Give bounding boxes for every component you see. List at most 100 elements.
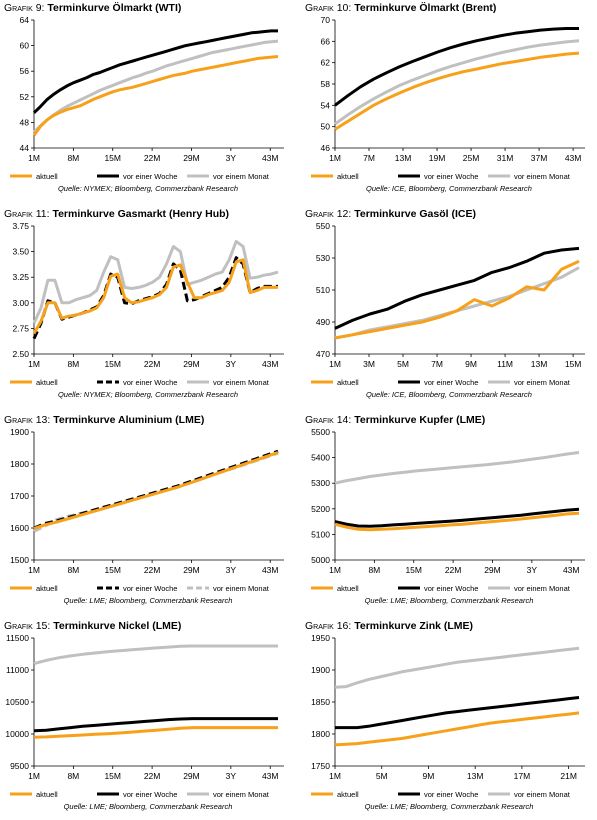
x-tick-label: 1M	[28, 565, 40, 575]
line-chart: 44 48 52 56 60 64 1M 8M 15M 22M 29M 3Y 43M aktuell vor…	[10, 16, 284, 181]
y-tick-label: 1900	[10, 428, 29, 437]
series-line	[33, 449, 279, 530]
y-tick-label: 5200	[311, 504, 330, 514]
legend-label: vor einer Woche	[424, 378, 478, 387]
legend-label: vor einem Monat	[213, 790, 270, 799]
legend-label: aktuell	[337, 172, 359, 181]
x-tick-label: 1M	[28, 359, 40, 369]
series-line	[334, 246, 580, 330]
x-tick-label: 1M	[329, 771, 341, 781]
chart-panel-kupfer: Grafik 14: Terminkurve Kupfer (LME) 5000 5…	[303, 414, 595, 614]
x-tick-label: 22M	[144, 771, 161, 781]
x-tick-label: 1M	[28, 771, 40, 781]
legend-label: vor einem Monat	[213, 378, 270, 387]
y-tick-label: 58	[321, 79, 331, 89]
grafik-number: Grafik 9:	[4, 2, 48, 14]
chart-panel-nickel: Grafik 15: Terminkurve Nickel (LME) 9500 1…	[2, 620, 294, 820]
legend-label: aktuell	[36, 378, 58, 387]
x-tick-label: 9M	[423, 771, 435, 781]
chart-title: Grafik 12: Terminkurve Gasöl (ICE)	[305, 208, 476, 220]
y-tick-label: 5500	[311, 428, 330, 437]
x-tick-label: 21M	[560, 771, 577, 781]
legend-label: vor einem Monat	[514, 790, 571, 799]
series-line	[32, 258, 278, 335]
series-line	[334, 39, 580, 126]
x-tick-label: 3Y	[527, 565, 538, 575]
x-tick-label: 43M	[262, 771, 279, 781]
legend-label: vor einer Woche	[123, 584, 177, 593]
line-chart: 2.50 2.75 3.00 3.25 3.50 3.75 1M 8M 15M 22M 29M 3Y 4…	[10, 222, 284, 387]
line-chart: 46 50 54 58 62 66 70 1M 7M 13M 19M 25M 31M 37M 43M aktu…	[311, 16, 585, 181]
y-tick-label: 1500	[10, 555, 29, 565]
grafik-number: Grafik 10:	[305, 2, 355, 14]
chart-title: Grafik 9: Terminkurve Ölmarkt (WTI)	[4, 2, 181, 14]
x-tick-label: 43M	[565, 153, 582, 163]
legend-label: aktuell	[337, 790, 359, 799]
x-tick-label: 8M	[67, 153, 79, 163]
x-tick-label: 29M	[183, 565, 200, 575]
x-tick-label: 3Y	[226, 153, 237, 163]
x-tick-label: 8M	[368, 565, 380, 575]
chart-title: Grafik 15: Terminkurve Nickel (LME)	[4, 620, 181, 632]
x-tick-label: 15M	[104, 565, 121, 575]
y-tick-label: 48	[20, 117, 30, 127]
x-tick-label: 15M	[104, 359, 121, 369]
chart-title: Grafik 16: Terminkurve Zink (LME)	[305, 620, 473, 632]
grafik-number: Grafik 14:	[305, 414, 355, 426]
series-line	[334, 266, 580, 340]
legend-label: aktuell	[36, 172, 58, 181]
chart-title-text: Terminkurve Nickel (LME)	[53, 620, 182, 632]
y-tick-label: 1600	[10, 523, 29, 533]
y-tick-label: 3.00	[12, 298, 29, 308]
chart-title-text: Terminkurve Gasöl (ICE)	[354, 208, 476, 220]
series-line	[32, 256, 278, 340]
x-tick-label: 43M	[262, 359, 279, 369]
series-line	[32, 55, 279, 137]
y-tick-label: 10500	[5, 697, 29, 707]
legend-label: aktuell	[337, 378, 359, 387]
x-tick-label: 29M	[183, 153, 200, 163]
x-tick-label: 19M	[429, 153, 446, 163]
chart-title-text: Terminkurve Aluminium (LME)	[53, 414, 205, 426]
legend-label: vor einer Woche	[424, 584, 478, 593]
chart-title-text: Terminkurve Zink (LME)	[354, 620, 474, 632]
line-chart: 1750 1800 1850 1900 1950 1M 5M 9M 13M 17M 21M aktue…	[311, 634, 585, 799]
x-tick-label: 13M	[395, 153, 412, 163]
line-chart: 5000 5100 5200 5300 5400 5500 1M 8M 15M 22M 29M 3Y 4…	[311, 428, 585, 593]
y-tick-label: 44	[20, 143, 30, 153]
series-line	[33, 726, 278, 739]
x-tick-label: 13M	[531, 359, 548, 369]
y-tick-label: 5400	[311, 453, 330, 463]
x-tick-label: 8M	[67, 771, 79, 781]
x-tick-label: 15M	[104, 771, 121, 781]
x-tick-label: 3Y	[226, 565, 237, 575]
x-tick-label: 37M	[531, 153, 548, 163]
chart-title-text: Terminkurve Ölmarkt (Brent)	[354, 2, 497, 14]
y-tick-label: 46	[321, 143, 331, 153]
chart-panel-brent: Grafik 10: Terminkurve Ölmarkt (Brent) 46…	[303, 2, 595, 202]
y-tick-label: 1700	[10, 491, 29, 501]
legend-label: vor einer Woche	[424, 172, 478, 181]
x-tick-label: 43M	[262, 153, 279, 163]
chart-title: Grafik 10: Terminkurve Ölmarkt (Brent)	[305, 2, 496, 14]
x-tick-label: 3M	[363, 359, 375, 369]
y-tick-label: 1950	[311, 634, 330, 643]
y-tick-label: 10000	[5, 729, 29, 739]
chart-source: Quelle: NYMEX; Bloomberg, Commerzbank Re…	[57, 390, 239, 399]
grafik-number: Grafik 15:	[4, 620, 54, 632]
y-tick-label: 470	[316, 349, 330, 359]
legend-label: aktuell	[36, 790, 58, 799]
x-tick-label: 11M	[497, 359, 513, 369]
series-line	[334, 507, 580, 528]
x-tick-label: 22M	[144, 359, 161, 369]
x-tick-label: 22M	[144, 153, 161, 163]
series-line	[33, 451, 279, 531]
x-tick-label: 15M	[104, 153, 121, 163]
series-line	[334, 27, 579, 107]
y-tick-label: 54	[321, 100, 331, 110]
x-tick-label: 25M	[463, 153, 480, 163]
y-tick-label: 60	[20, 41, 30, 51]
x-tick-label: 29M	[183, 359, 200, 369]
y-tick-label: 66	[321, 36, 331, 46]
chart-panel-zink: Grafik 16: Terminkurve Zink (LME) 1750 180…	[303, 620, 595, 820]
